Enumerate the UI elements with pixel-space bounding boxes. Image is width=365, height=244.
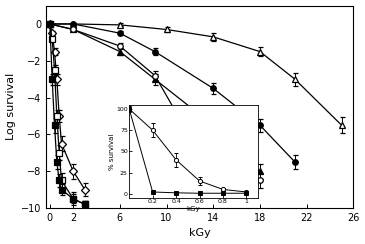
X-axis label: kGy: kGy <box>189 228 211 238</box>
Y-axis label: Log survival: Log survival <box>5 73 16 140</box>
